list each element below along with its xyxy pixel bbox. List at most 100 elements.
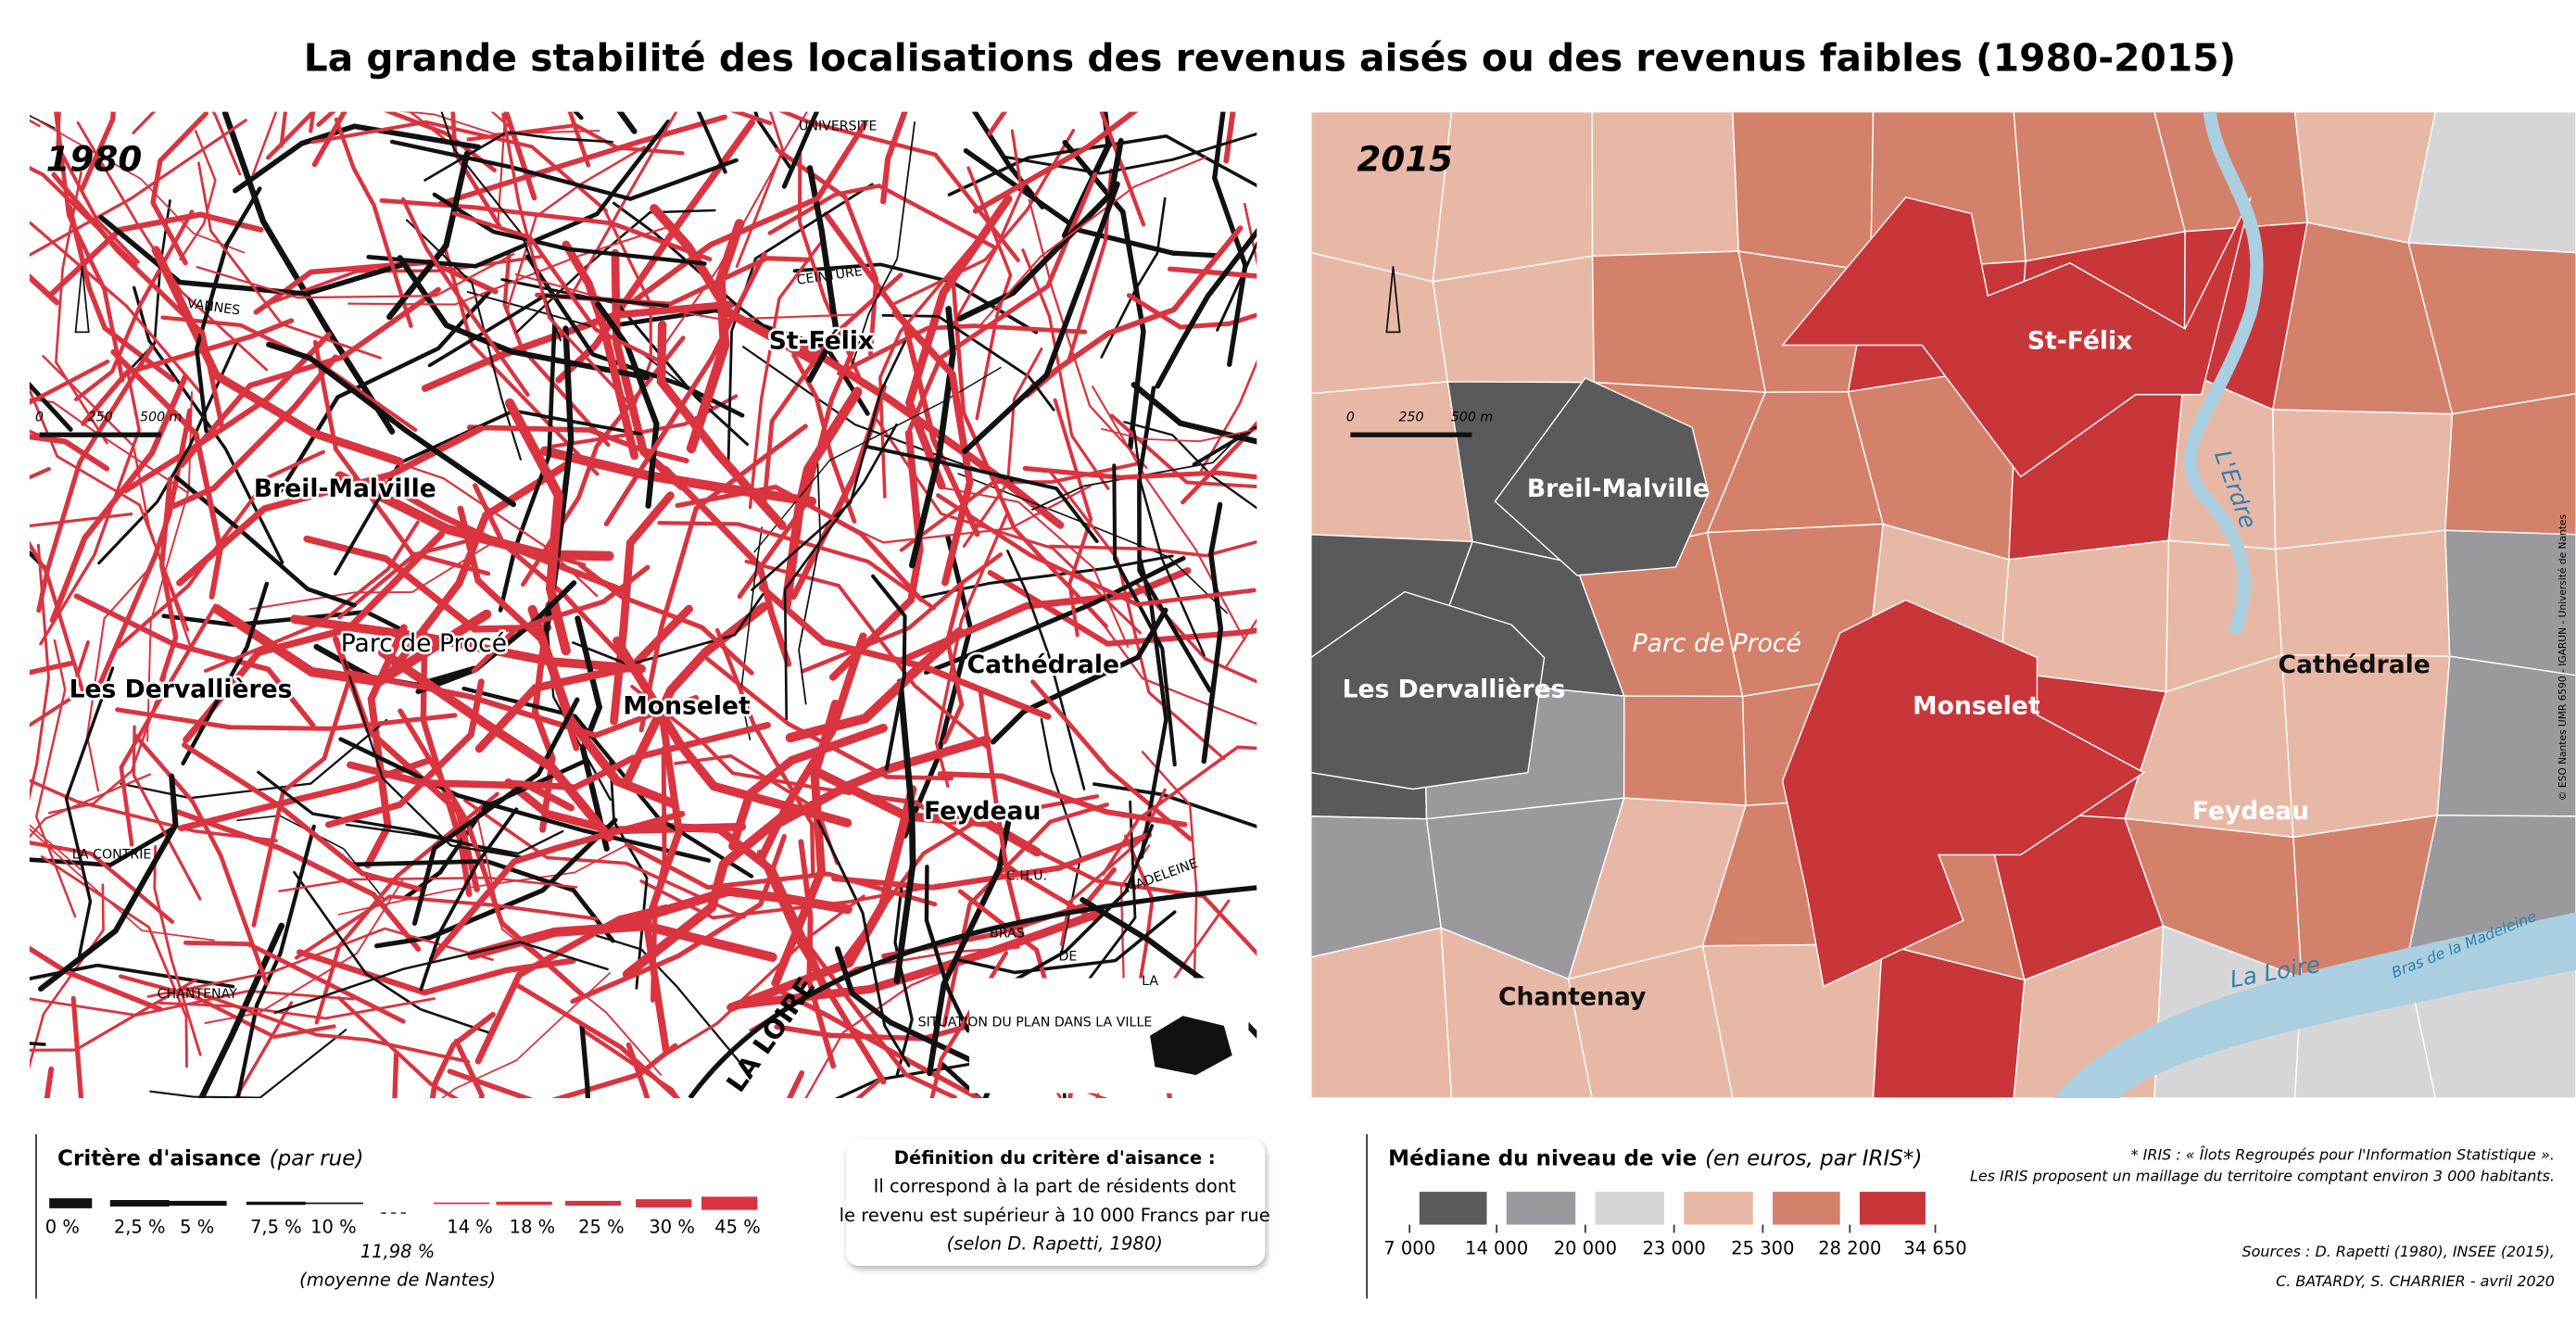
street [567, 111, 591, 168]
iris [1623, 695, 1747, 806]
street [603, 251, 767, 527]
street [956, 137, 1124, 322]
legend-swatch [1419, 1192, 1487, 1225]
street [117, 449, 325, 649]
street [1028, 198, 1148, 469]
definition-title: Définition du critère d'aisance : [894, 1147, 1216, 1169]
street [924, 555, 1186, 676]
street [514, 272, 857, 321]
legend-label: 14 % [447, 1217, 493, 1238]
street [714, 627, 815, 878]
street [149, 1029, 347, 1098]
street [903, 534, 974, 839]
year: 1980 [46, 138, 143, 179]
street [221, 111, 396, 435]
definition-box [846, 1139, 1266, 1266]
street [86, 568, 150, 792]
legend-title: Critère d'aisance (par rue) [57, 1146, 363, 1170]
street [183, 986, 471, 1064]
street [273, 941, 609, 1015]
street [29, 272, 60, 306]
iris [1591, 111, 1739, 258]
street [429, 1011, 496, 1098]
place-label: Breil-Malville [254, 474, 436, 503]
street [539, 446, 817, 507]
street [609, 756, 649, 990]
street [153, 844, 202, 1056]
street [657, 521, 936, 611]
street [336, 995, 460, 1098]
street [1100, 196, 1167, 359]
street [662, 111, 809, 348]
street [196, 253, 515, 299]
street [957, 473, 1228, 614]
street-label: C.H.U. [1006, 868, 1047, 883]
street [503, 111, 537, 201]
street [40, 855, 188, 1068]
street-label: LA CONTRIE [72, 847, 152, 862]
street [67, 204, 176, 383]
place-label: Feydeau [2192, 797, 2309, 826]
street [1096, 615, 1257, 726]
street [940, 487, 1130, 648]
street [378, 648, 614, 842]
street [773, 986, 984, 1098]
street [310, 120, 608, 213]
street [834, 946, 992, 1072]
legend-label: 23 000 [1643, 1238, 1706, 1259]
street [472, 483, 639, 676]
place-label: Monselet [623, 691, 751, 720]
street [674, 753, 839, 866]
street [415, 580, 577, 695]
street [203, 520, 420, 673]
street [893, 881, 914, 1077]
street [596, 934, 741, 1064]
street [735, 111, 785, 268]
street [675, 484, 924, 602]
street [428, 810, 686, 963]
street [159, 476, 179, 682]
street [73, 593, 316, 728]
street [739, 526, 764, 741]
legend-label: 28 200 [1818, 1238, 1881, 1259]
street [266, 111, 317, 160]
title: La grande stabilité des localisations de… [304, 36, 2236, 81]
street [1224, 617, 1257, 669]
street [64, 666, 115, 957]
street-label: UNIVERSITE [799, 120, 877, 134]
street [398, 111, 600, 135]
legend-label: 45 % [714, 1217, 761, 1238]
street [29, 945, 163, 1012]
street [133, 733, 270, 986]
street-label: SITUATION DU PLAN DANS LA VILLE [918, 1015, 1153, 1030]
legend-swatch [1684, 1192, 1753, 1225]
street [1007, 824, 1155, 985]
place-label: Parc de Procé [341, 629, 507, 658]
street [792, 924, 957, 1098]
iris [1310, 111, 1453, 283]
street [1138, 557, 1168, 859]
street [1130, 382, 1257, 445]
iris [2272, 409, 2454, 550]
street [204, 879, 404, 1024]
street [767, 183, 995, 249]
street [753, 366, 1002, 553]
street [466, 424, 689, 463]
legends: Critère d'aisance (par rue) 11,98 % (moye… [35, 1134, 2555, 1299]
iris [1310, 381, 1473, 543]
street [909, 306, 956, 569]
map-2015 [1310, 111, 2576, 1098]
street [756, 632, 867, 864]
iris [1781, 196, 2252, 478]
legend-label: 18 % [510, 1217, 556, 1238]
place-label: St-Félix [2027, 326, 2132, 355]
street [471, 564, 650, 674]
inset-city [1150, 1016, 1232, 1076]
street [630, 120, 868, 305]
street [580, 1028, 680, 1098]
street [962, 181, 1120, 455]
street [257, 770, 523, 859]
street [173, 808, 422, 953]
street [781, 386, 863, 611]
street [29, 119, 247, 258]
